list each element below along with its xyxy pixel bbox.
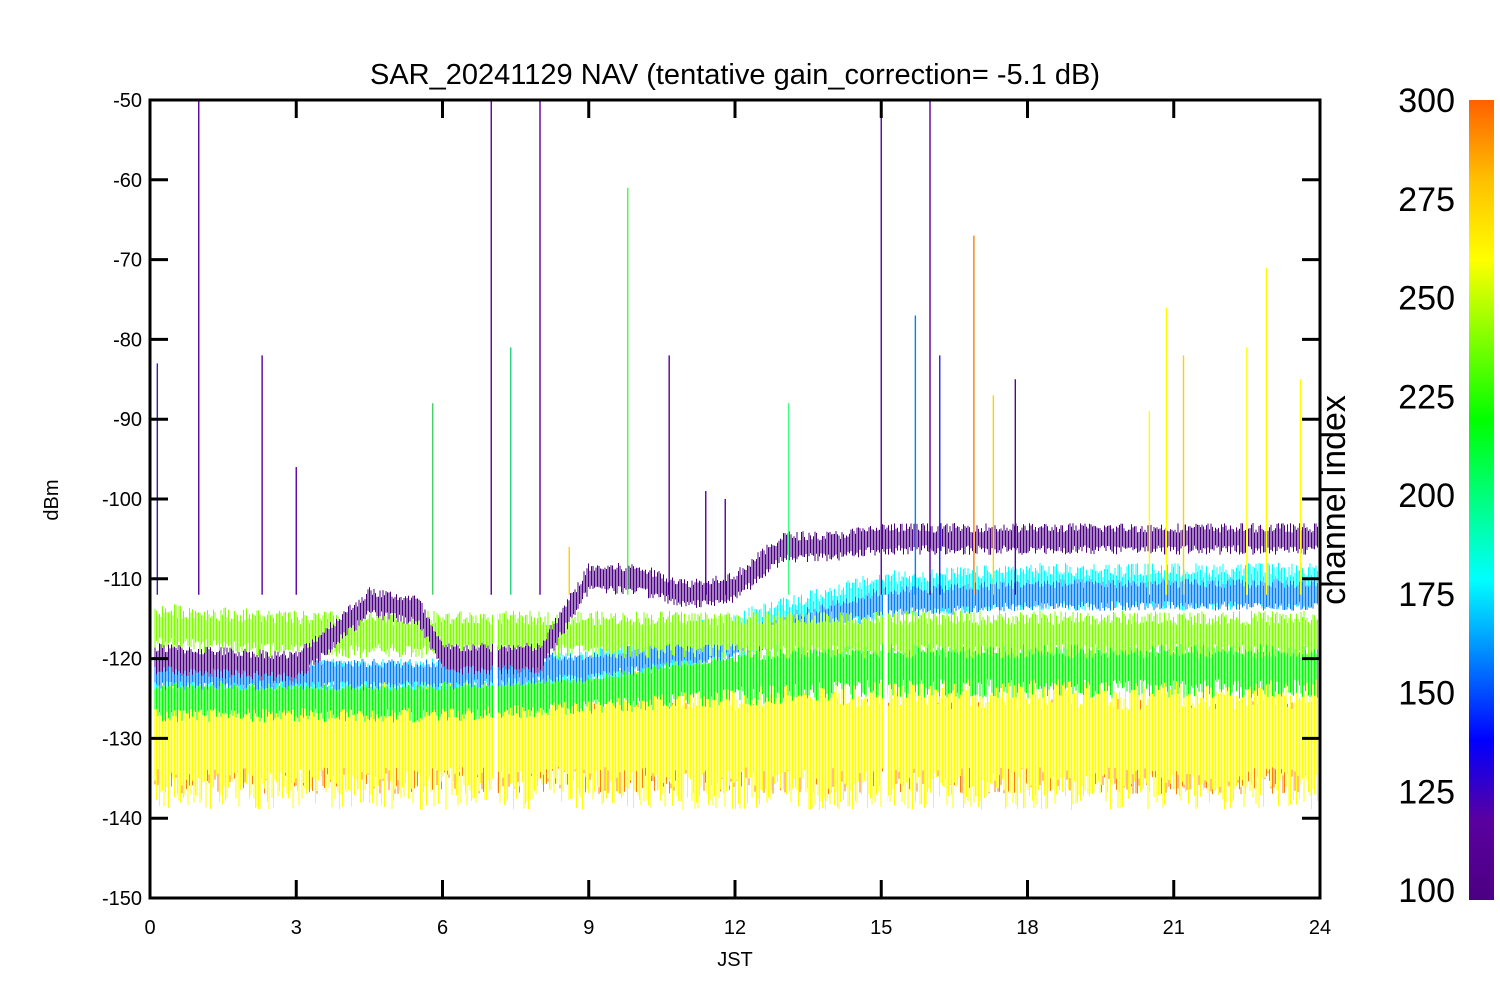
- colorbar-tick-5: 175: [1398, 576, 1455, 614]
- series-line-5: [154, 604, 1318, 659]
- y-tick-label-3: -80: [113, 329, 142, 351]
- x-tick-label-4: 12: [724, 917, 746, 939]
- data-series-group: [154, 523, 1318, 811]
- y-tick-label-5: -100: [102, 489, 142, 511]
- x-tick-label-5: 15: [870, 917, 892, 939]
- y-axis-label: dBm: [41, 479, 63, 520]
- colorbar-tick-4: 200: [1398, 477, 1455, 515]
- y-tick-label-7: -120: [102, 649, 142, 671]
- colorbar-tick-8: 100: [1398, 872, 1455, 910]
- colorbar-tick-6: 150: [1398, 675, 1455, 713]
- x-tick-label-0: 0: [144, 917, 155, 939]
- series-line-2: [154, 634, 1318, 723]
- data-gap-group: [493, 594, 888, 848]
- y-tick-label-10: -150: [102, 888, 142, 910]
- colorbar-tick-3: 225: [1398, 378, 1455, 416]
- y-tick-label-9: -140: [102, 808, 142, 830]
- x-tick-label-8: 24: [1309, 917, 1331, 939]
- colorbar-axis: 300 275 250 225 200 175 150 125 100: [1398, 82, 1455, 910]
- y-tick-label-0: -50: [113, 90, 142, 112]
- y-tick-label-4: -90: [113, 409, 142, 431]
- x-axis-label: JST: [717, 949, 753, 971]
- colorbar-tick-7: 125: [1398, 773, 1455, 811]
- y-tick-label-2: -70: [113, 250, 142, 272]
- x-tick-label-1: 3: [291, 917, 302, 939]
- colorbar-tick-2: 250: [1398, 280, 1455, 318]
- x-tick-label-3: 9: [583, 917, 594, 939]
- x-tick-label-7: 21: [1163, 917, 1185, 939]
- colorbar-label: channel index: [1315, 395, 1353, 605]
- x-tick-label-6: 18: [1016, 917, 1038, 939]
- x-axis: 0 3 6 9 12 15 18 21 24: [144, 100, 1331, 939]
- y-axis: -50 -60 -70 -80 -90 -100 -110 -120 -130 -140 -150: [102, 90, 1320, 910]
- spike-group: [156, 100, 1302, 595]
- y-tick-label-6: -110: [103, 569, 142, 591]
- chart-title: SAR_20241129 NAV (tentative gain_correct…: [370, 59, 1100, 91]
- y-tick-label-8: -130: [102, 728, 142, 750]
- colorbar-tick-1: 275: [1398, 181, 1455, 219]
- data-gap-1: [883, 594, 888, 848]
- colorbar-tick-0: 300: [1398, 82, 1455, 120]
- data-gap-0: [493, 594, 498, 848]
- colorbar: [1469, 100, 1494, 900]
- y-tick-label-1: -60: [113, 170, 142, 192]
- x-tick-label-2: 6: [437, 917, 448, 939]
